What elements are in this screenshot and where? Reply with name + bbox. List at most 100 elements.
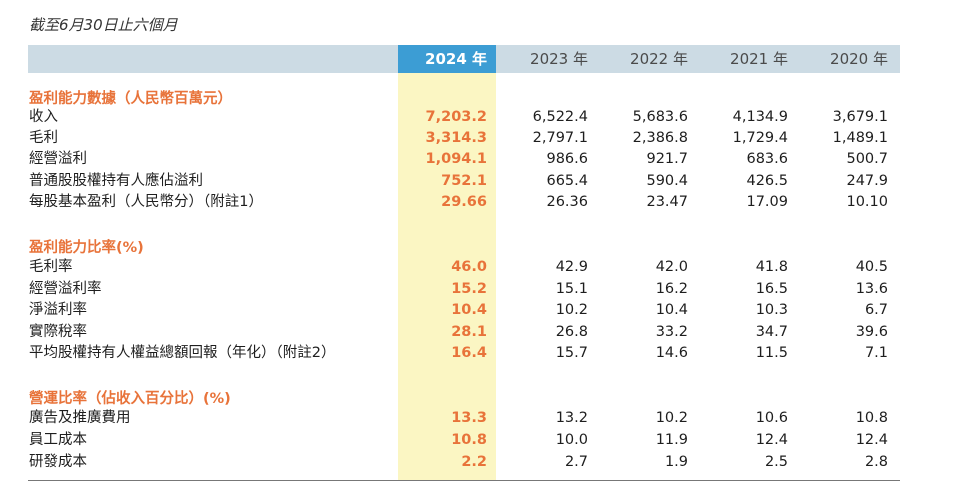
- value-2024: 10.8: [451, 432, 487, 448]
- table-row: 廣告及推廣費用 13.3 13.2 10.2 10.6 10.8: [0, 408, 960, 429]
- value-2020: 13.6: [855, 281, 888, 297]
- row-label: 研發成本: [29, 454, 87, 470]
- row-label: 員工成本: [29, 432, 87, 448]
- value-2020: 247.9: [846, 173, 888, 189]
- row-label: 淨溢利率: [29, 302, 87, 318]
- row-label: 平均股權持有人權益總額回報（年化）（附註2）: [29, 345, 336, 361]
- value-2022: 590.4: [646, 173, 688, 189]
- value-2024: 7,203.2: [425, 109, 487, 125]
- value-2023: 986.6: [546, 151, 588, 167]
- table-row: 淨溢利率 10.4 10.2 10.4 10.3 6.7: [0, 300, 960, 321]
- row-label: 廣告及推廣費用: [29, 410, 131, 426]
- row-label: 每股基本盈利（人民幣分）（附註1）: [29, 194, 263, 210]
- row-label: 普通股股權持有人應佔溢利: [29, 173, 203, 189]
- value-2023: 42.9: [555, 259, 588, 275]
- value-2023: 2,797.1: [532, 130, 588, 146]
- value-2020: 2.8: [864, 454, 888, 470]
- row-label: 經營溢利: [29, 151, 87, 167]
- value-2022: 921.7: [646, 151, 688, 167]
- value-2021: 11.5: [755, 345, 788, 361]
- value-2023: 15.7: [555, 345, 588, 361]
- value-2022: 5,683.6: [632, 109, 688, 125]
- table-row: 平均股權持有人權益總額回報（年化）（附註2） 16.4 15.7 14.6 11…: [0, 343, 960, 364]
- value-2020: 3,679.1: [832, 109, 888, 125]
- value-2024: 28.1: [451, 324, 487, 340]
- section-title-operating-ratios: 營運比率（佔收入百分比）(%): [29, 391, 231, 407]
- value-2020: 39.6: [855, 324, 888, 340]
- row-label: 收入: [29, 109, 58, 125]
- value-2021: 34.7: [755, 324, 788, 340]
- value-2020: 12.4: [855, 432, 888, 448]
- value-2023: 665.4: [546, 173, 588, 189]
- table-row: 普通股股權持有人應佔溢利 752.1 665.4 590.4 426.5 247…: [0, 171, 960, 192]
- value-2020: 10.10: [846, 194, 888, 210]
- table-row: 員工成本 10.8 10.0 11.9 12.4 12.4: [0, 430, 960, 451]
- value-2022: 10.4: [655, 302, 688, 318]
- header-year-2024: 2024 年: [425, 50, 487, 68]
- value-2023: 26.36: [546, 194, 588, 210]
- value-2022: 2,386.8: [632, 130, 688, 146]
- value-2021: 426.5: [746, 173, 788, 189]
- value-2020: 10.8: [855, 410, 888, 426]
- table-row: 經營溢利率 15.2 15.1 16.2 16.5 13.6: [0, 279, 960, 300]
- value-2024: 15.2: [451, 281, 487, 297]
- value-2023: 26.8: [555, 324, 588, 340]
- value-2022: 14.6: [655, 345, 688, 361]
- value-2021: 41.8: [755, 259, 788, 275]
- value-2024: 16.4: [451, 345, 487, 361]
- table-row: 每股基本盈利（人民幣分）（附註1） 29.66 26.36 23.47 17.0…: [0, 192, 960, 213]
- value-2022: 10.2: [655, 410, 688, 426]
- value-2024: 10.4: [451, 302, 487, 318]
- row-label: 毛利率: [29, 259, 73, 275]
- value-2024: 46.0: [451, 259, 487, 275]
- value-2022: 33.2: [655, 324, 688, 340]
- value-2022: 16.2: [655, 281, 688, 297]
- value-2024: 2.2: [461, 454, 487, 470]
- value-2023: 15.1: [555, 281, 588, 297]
- header-year-2021: 2021 年: [730, 50, 788, 68]
- header-year-2020: 2020 年: [830, 50, 888, 68]
- value-2021: 1,729.4: [732, 130, 788, 146]
- header-year-2023: 2023 年: [530, 50, 588, 68]
- section-title-profitability-ratios: 盈利能力比率(%): [29, 240, 144, 256]
- value-2022: 11.9: [655, 432, 688, 448]
- current-year-header-highlight: [398, 45, 496, 73]
- value-2024: 1,094.1: [425, 151, 487, 167]
- value-2023: 2.7: [564, 454, 588, 470]
- value-2022: 23.47: [646, 194, 688, 210]
- section-title-profitability-data: 盈利能力數據（人民幣百萬元）: [29, 91, 232, 107]
- value-2021: 10.3: [755, 302, 788, 318]
- row-label: 實際稅率: [29, 324, 87, 340]
- table-row: 收入 7,203.2 6,522.4 5,683.6 4,134.9 3,679…: [0, 107, 960, 128]
- value-2023: 10.2: [555, 302, 588, 318]
- table-subtitle: 截至6月30日止六個月: [29, 16, 178, 34]
- table-row: 毛利率 46.0 42.9 42.0 41.8 40.5: [0, 257, 960, 278]
- table-row: 毛利 3,314.3 2,797.1 2,386.8 1,729.4 1,489…: [0, 128, 960, 149]
- value-2020: 6.7: [864, 302, 888, 318]
- value-2020: 40.5: [855, 259, 888, 275]
- value-2023: 13.2: [555, 410, 588, 426]
- value-2021: 17.09: [746, 194, 788, 210]
- value-2023: 6,522.4: [532, 109, 588, 125]
- value-2022: 1.9: [664, 454, 688, 470]
- value-2024: 29.66: [441, 194, 487, 210]
- value-2020: 7.1: [864, 345, 888, 361]
- value-2021: 683.6: [746, 151, 788, 167]
- current-year-column-highlight: [398, 45, 496, 480]
- value-2024: 13.3: [451, 410, 487, 426]
- value-2024: 752.1: [441, 173, 487, 189]
- row-label: 經營溢利率: [29, 281, 102, 297]
- value-2024: 3,314.3: [425, 130, 487, 146]
- value-2022: 42.0: [655, 259, 688, 275]
- table-row: 經營溢利 1,094.1 986.6 921.7 683.6 500.7: [0, 149, 960, 170]
- header-year-2022: 2022 年: [630, 50, 688, 68]
- value-2021: 16.5: [755, 281, 788, 297]
- table-row: 實際稅率 28.1 26.8 33.2 34.7 39.6: [0, 322, 960, 343]
- table-row: 研發成本 2.2 2.7 1.9 2.5 2.8: [0, 452, 960, 473]
- table-bottom-rule: [28, 480, 900, 481]
- value-2021: 2.5: [764, 454, 788, 470]
- value-2020: 500.7: [846, 151, 888, 167]
- value-2021: 10.6: [755, 410, 788, 426]
- value-2020: 1,489.1: [832, 130, 888, 146]
- value-2023: 10.0: [555, 432, 588, 448]
